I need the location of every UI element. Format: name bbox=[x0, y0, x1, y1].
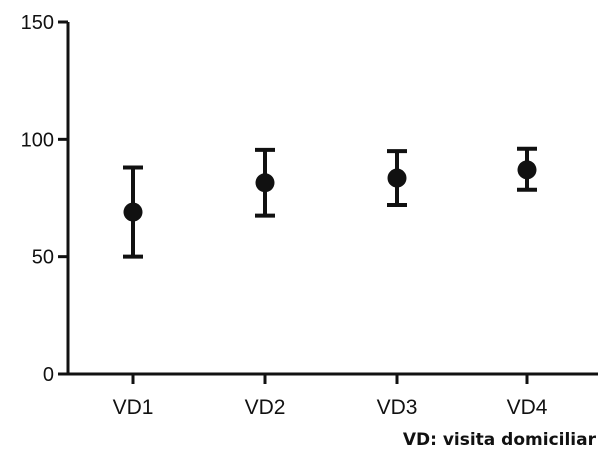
data-point-group bbox=[123, 165, 143, 259]
y-ticks: 0 50 100 150 bbox=[21, 12, 68, 386]
x-ticks: VD1 VD2 VD3 VD4 bbox=[113, 374, 548, 419]
y-tick-label: 0 bbox=[43, 364, 54, 386]
x-category-label: VD4 bbox=[507, 396, 548, 419]
y-tick-label: 150 bbox=[21, 12, 54, 34]
data-point bbox=[517, 160, 537, 180]
data-point-group bbox=[517, 146, 537, 192]
axes bbox=[66, 22, 598, 376]
x-category-label: VD1 bbox=[113, 396, 154, 419]
y-tick-label: 100 bbox=[21, 129, 54, 151]
y-tick-label: 50 bbox=[32, 247, 54, 269]
x-category-label: VD3 bbox=[377, 396, 418, 419]
chart-footnote: VD: visita domiciliar bbox=[403, 430, 597, 450]
data-marks bbox=[123, 146, 537, 259]
data-point bbox=[123, 202, 143, 222]
data-point-group bbox=[255, 147, 275, 218]
data-point bbox=[387, 168, 407, 188]
data-point bbox=[255, 173, 275, 193]
x-category-label: VD2 bbox=[245, 396, 286, 419]
data-point-group bbox=[387, 149, 407, 208]
